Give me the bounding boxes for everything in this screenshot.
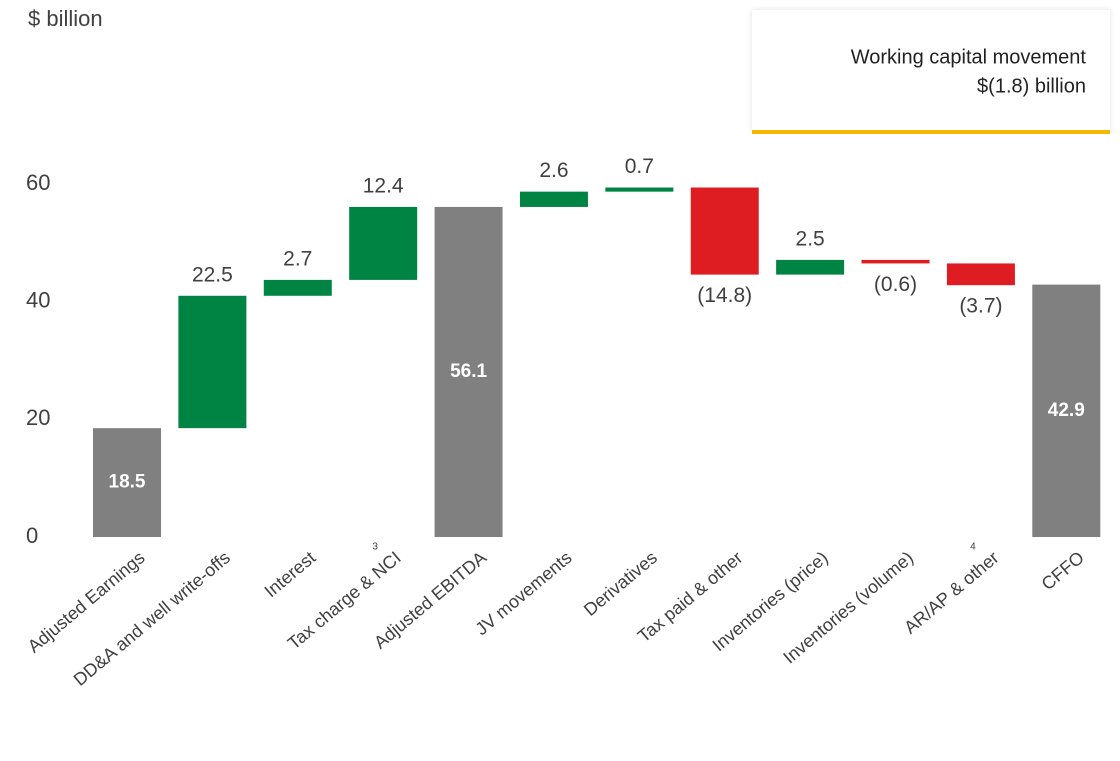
y-tick-label: 20 bbox=[26, 405, 50, 430]
value-label: 22.5 bbox=[192, 263, 233, 286]
y-tick-label: 40 bbox=[26, 287, 50, 312]
value-label: 12.4 bbox=[363, 174, 404, 197]
value-label: 2.5 bbox=[796, 227, 825, 250]
value-label: 2.7 bbox=[283, 247, 312, 270]
value-label: (3.7) bbox=[959, 295, 1002, 318]
bar bbox=[605, 187, 674, 192]
bar bbox=[690, 187, 759, 275]
bar bbox=[1032, 284, 1101, 537]
value-label: 0.7 bbox=[625, 155, 654, 178]
annotation-title: Working capital movement bbox=[851, 46, 1087, 68]
bar bbox=[861, 259, 930, 264]
y-axis-label: $ billion bbox=[28, 6, 103, 31]
bar bbox=[519, 191, 588, 207]
annotation-box bbox=[752, 10, 1110, 131]
value-label: (0.6) bbox=[874, 273, 917, 296]
footnote-marker: 4 bbox=[970, 542, 976, 553]
y-tick-label: 60 bbox=[26, 170, 50, 195]
bar bbox=[776, 259, 845, 275]
x-tick-label: Interest bbox=[261, 547, 320, 601]
bar bbox=[263, 279, 332, 296]
bar bbox=[178, 295, 247, 429]
annotation-value: $(1.8) billion bbox=[977, 75, 1086, 97]
bar bbox=[92, 428, 161, 537]
footnote-marker: 3 bbox=[372, 542, 378, 553]
bar bbox=[434, 206, 503, 537]
value-label: (14.8) bbox=[697, 284, 752, 307]
x-tick-label: Derivatives bbox=[580, 547, 661, 620]
bar bbox=[349, 206, 418, 280]
value-label: 18.5 bbox=[109, 472, 146, 493]
x-tick-label: DD&A and well write-offs bbox=[70, 547, 234, 689]
x-tick-label: CFFO bbox=[1038, 547, 1088, 594]
bar bbox=[946, 263, 1015, 286]
value-label: 56.1 bbox=[450, 361, 487, 382]
y-tick-label: 0 bbox=[26, 523, 38, 548]
value-label: 2.6 bbox=[539, 159, 568, 182]
value-label: 42.9 bbox=[1048, 400, 1085, 421]
annotation-underline bbox=[752, 130, 1110, 134]
